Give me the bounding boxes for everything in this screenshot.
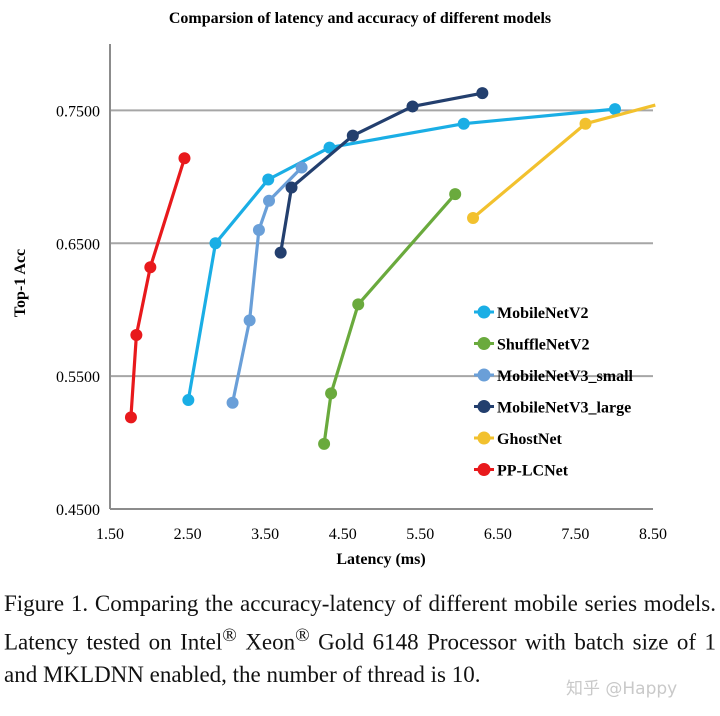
x-tick-label: 3.50: [251, 526, 279, 543]
data-point: [285, 181, 298, 194]
legend-item: MobileNetV2: [474, 305, 589, 322]
data-point: [262, 173, 275, 186]
x-tick-label: 8.50: [639, 526, 667, 543]
legend-label: GhostNet: [497, 431, 563, 448]
data-point: [124, 411, 137, 424]
series-lines: [124, 87, 656, 450]
data-point: [263, 194, 276, 207]
series-mobilenetv3-small: [226, 161, 308, 409]
registered-mark-2: ®: [295, 625, 310, 646]
legend-label: MobileNetV3_large: [497, 400, 631, 417]
x-tick-label: 7.50: [561, 526, 589, 543]
data-point: [252, 224, 265, 236]
chart-title: Comparsion of latency and accuracy of di…: [169, 10, 551, 27]
x-axis-label: Latency (ms): [336, 551, 425, 568]
series-line: [129, 157, 187, 418]
data-point: [182, 394, 195, 407]
data-point: [209, 237, 222, 250]
legend-label: PP-LCNet: [497, 463, 569, 480]
gridlines: [110, 109, 653, 378]
data-point: [352, 298, 365, 311]
latency-accuracy-chart: Comparsion of latency and accuracy of di…: [12, 10, 667, 568]
y-tick-label: 0.5500: [56, 369, 100, 386]
series-ghostnet: [467, 103, 656, 225]
data-point: [476, 87, 489, 100]
data-point: [274, 246, 287, 259]
x-tick-label: 4.50: [329, 526, 357, 543]
caption-text-3: Gold 6148 Processor with batch size of 1…: [4, 629, 716, 687]
y-tick-label: 0.4500: [56, 502, 100, 519]
legend-label: MobileNetV3_small: [497, 368, 634, 385]
data-point: [325, 387, 338, 400]
y-tick-labels: 0.4500 0.5500 0.6500 0.7500: [56, 103, 100, 519]
series-shufflenetv2: [318, 188, 462, 450]
watermark: 知乎 @Happy: [566, 679, 678, 699]
y-tick-label: 0.6500: [56, 236, 100, 253]
legend-item: PP-LCNet: [474, 463, 569, 480]
registered-mark-1: ®: [222, 625, 237, 646]
data-point: [144, 261, 157, 274]
data-point: [579, 117, 592, 130]
data-point: [457, 117, 470, 130]
x-tick-labels: 1.50 2.50 3.50 4.50 5.50 6.50 7.50 8.50: [96, 526, 667, 543]
series-line: [471, 103, 656, 220]
legend-item: MobileNetV3_small: [474, 368, 634, 385]
data-point: [323, 141, 336, 154]
legend-item: MobileNetV3_large: [474, 400, 631, 417]
legend-item: GhostNet: [474, 431, 563, 448]
caption-text-1: Figure 1. Comparing the accuracy-latency…: [4, 591, 716, 655]
data-point: [608, 103, 621, 116]
y-tick-label: 0.7500: [56, 103, 100, 120]
legend-label: ShuffleNetV2: [497, 337, 589, 354]
x-tick-label: 5.50: [406, 526, 434, 543]
x-tick-label: 2.50: [174, 526, 202, 543]
series-line: [279, 91, 483, 253]
series-mobilenetv3-large: [274, 87, 489, 259]
data-point: [130, 328, 143, 341]
data-point: [346, 129, 359, 142]
data-point: [467, 212, 480, 225]
series-line: [322, 193, 457, 445]
axes: [109, 44, 653, 510]
data-point: [318, 437, 331, 450]
data-point: [295, 161, 308, 174]
figure-caption: Figure 1. Comparing the accuracy-latency…: [4, 588, 716, 691]
y-axis-label: Top-1 Acc: [12, 249, 29, 317]
data-point: [178, 152, 191, 165]
data-point: [406, 100, 419, 113]
data-point: [449, 188, 462, 201]
data-point: [226, 396, 239, 409]
legend-item: ShuffleNetV2: [474, 337, 589, 354]
x-tick-label: 6.50: [484, 526, 512, 543]
x-tick-label: 1.50: [96, 526, 124, 543]
legend: MobileNetV2 ShuffleNetV2 MobileNetV3_small…: [474, 305, 634, 480]
legend-label: MobileNetV2: [497, 305, 589, 322]
caption-text-2: Xeon: [236, 629, 296, 655]
series-pp-lcnet: [124, 152, 191, 424]
data-point: [243, 314, 256, 327]
